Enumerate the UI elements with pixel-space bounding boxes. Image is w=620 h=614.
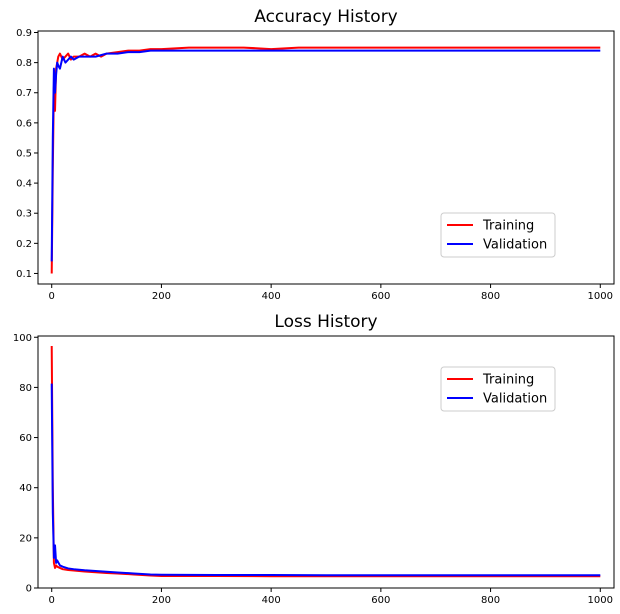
y-tick-label: 40 [19,483,32,494]
legend-label-training: Training [482,219,534,234]
x-tick-label: 400 [262,595,281,606]
y-tick-label: 0 [26,584,32,595]
y-tick-label: 0.6 [16,118,32,129]
y-tick-label: 0.9 [16,28,32,39]
series-line-training [50,46,601,274]
y-tick-label: 0.3 [16,209,32,220]
chart-title: Accuracy History [254,7,398,27]
x-tick-label: 1000 [588,595,613,606]
x-tick-label: 0 [49,595,55,606]
x-tick-label: 800 [481,595,500,606]
x-tick-label: 200 [152,595,171,606]
y-tick-label: 20 [19,533,32,544]
y-tick-label: 100 [13,333,32,344]
legend: Training Validation [440,212,556,258]
series-line-validation [50,383,601,577]
chart-title: Loss History [274,312,377,332]
legend-label-training: Training [482,373,534,388]
axes-frame [37,30,615,285]
legend-label-validation: Validation [483,238,547,253]
y-tick-label: 0.1 [16,269,32,280]
legend: Training Validation [440,366,556,412]
x-tick-label: 1000 [588,291,613,302]
x-tick-label: 0 [49,291,55,302]
y-tick-label: 0.8 [16,58,32,69]
series-line-validation [50,49,601,262]
chart-accuracy: Accuracy History 0 200 400 600 800 1000 0.1 0.2 0… [16,7,615,302]
y-tick-label: 0.5 [16,148,32,159]
y-tick-label: 0.4 [16,179,32,190]
x-tick-label: 200 [152,291,171,302]
x-tick-label: 800 [481,291,500,302]
x-tick-label: 600 [371,291,390,302]
y-tick-label: 0.2 [16,239,32,250]
y-tick-label: 80 [19,383,32,394]
y-tick-label: 60 [19,433,32,444]
x-tick-label: 400 [262,291,281,302]
chart-loss: Loss History 0 200 400 600 800 1000 0 20 40 60 80 10… [13,312,615,606]
x-tick-label: 600 [371,595,390,606]
axes-frame [37,335,615,589]
legend-label-validation: Validation [483,392,547,407]
y-tick-label: 0.7 [16,88,32,99]
